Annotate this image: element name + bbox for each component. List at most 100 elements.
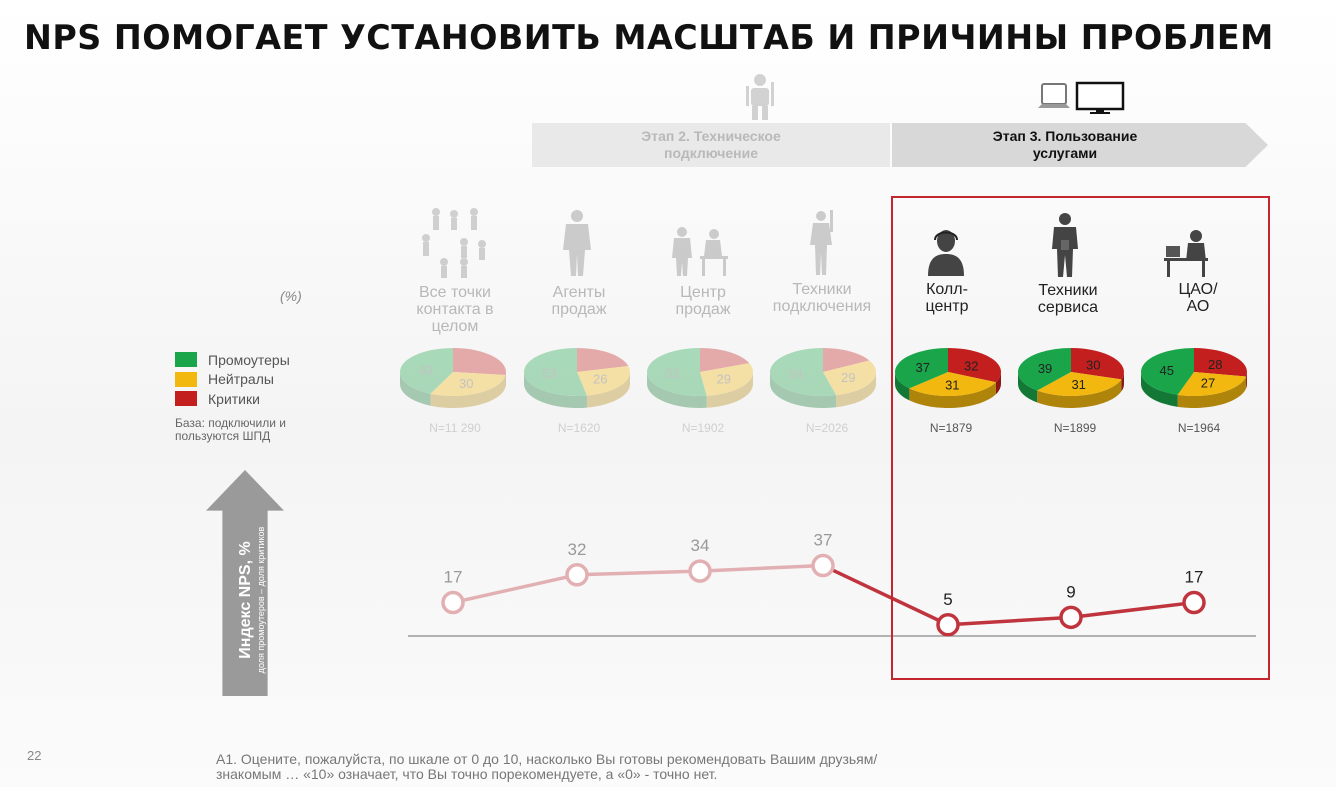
pie-slice-promoters xyxy=(400,348,453,394)
pie-chart: 29 52 xyxy=(647,348,753,408)
nps-line-segment xyxy=(452,573,578,605)
sample-size-all: N=11 290 xyxy=(429,421,481,435)
call-center-operator-icon xyxy=(928,230,964,276)
service-technician-icon xyxy=(1052,213,1078,277)
pie-label-neutrals: 26 xyxy=(593,372,607,387)
pie-slice-neutrals xyxy=(1177,372,1247,397)
pie-slice-neutrals xyxy=(823,360,877,396)
nps-value-label: 17 xyxy=(1185,568,1204,587)
technician-tools-icon xyxy=(746,74,774,120)
pie-chart: 26 53 xyxy=(524,348,630,409)
stage-2-banner: Этап 2. Техническое подключение xyxy=(532,123,890,167)
legend-item-neutrals: Нейтралы xyxy=(175,370,290,390)
nps-line-segment xyxy=(947,615,1072,627)
nps-line-segment xyxy=(576,569,701,577)
pie-slice-promoters xyxy=(524,348,587,396)
pie-side-critics xyxy=(1121,372,1124,392)
pie-slice-promoters xyxy=(647,348,707,396)
legend-swatch-critics xyxy=(175,391,197,407)
nps-value-label: 5 xyxy=(943,590,952,609)
nps-point xyxy=(936,613,960,637)
legend-item-critics: Критики xyxy=(175,389,290,409)
category-label-call-center: Колл- центр xyxy=(925,281,969,315)
footer-question: А1. Оцените, пожалуйста, по шкале от 0 д… xyxy=(216,751,878,782)
pie-label-neutrals: 29 xyxy=(841,370,855,385)
install-technician-icon xyxy=(810,210,833,275)
nps-point xyxy=(1182,590,1206,615)
pie-label-promoters: 37 xyxy=(915,360,929,375)
nps-line-segment xyxy=(1070,600,1195,620)
category-label-cao-ao: ЦАО/ АО xyxy=(1178,281,1218,315)
pie-slice-promoters xyxy=(770,348,837,396)
pie-label-promoters: 39 xyxy=(1038,361,1052,376)
pie-slice-neutrals xyxy=(577,366,630,396)
pie-label-promoters: 53 xyxy=(542,366,556,381)
legend-swatch-promoters xyxy=(175,352,197,368)
people-group-icon xyxy=(422,208,486,278)
nps-point xyxy=(811,553,835,578)
category-label-all: Все точки контакта в целом xyxy=(416,284,494,335)
pie-side-promoters xyxy=(1141,372,1178,407)
legend: Промоутеры Нейтралы Критики xyxy=(175,350,290,409)
nps-point xyxy=(565,563,589,587)
pie-slice-critics xyxy=(948,348,1001,383)
pie-label-critics: 28 xyxy=(1208,357,1222,372)
category-label-agents: Агенты продаж xyxy=(551,284,607,318)
percent-note: (%) xyxy=(280,288,302,304)
nps-value-label: 34 xyxy=(691,536,710,555)
sample-size-agents: N=1620 xyxy=(557,421,601,435)
pie-label-neutrals: 27 xyxy=(1201,376,1215,391)
nps-line-segment xyxy=(822,563,949,627)
pie-side-neutrals xyxy=(1037,379,1122,408)
pie-side-neutrals xyxy=(1177,376,1247,408)
nps-value-label: 32 xyxy=(568,540,587,559)
pie-label-promoters: 45 xyxy=(1160,363,1174,378)
pie-side-neutrals xyxy=(836,372,876,408)
sample-size-sales-center: N=1902 xyxy=(681,421,725,435)
pie-side-promoters xyxy=(770,372,837,409)
highlight-box xyxy=(891,196,1270,680)
pie-slice-critics xyxy=(823,348,870,372)
pie-slice-critics xyxy=(1194,348,1247,377)
pie-slice-neutrals xyxy=(909,372,996,396)
stage-2-label: Этап 2. Техническое подключение xyxy=(641,128,781,161)
legend-label-neutrals: Нейтралы xyxy=(208,371,274,388)
sales-agent-icon xyxy=(563,210,591,276)
pie-side-critics xyxy=(1246,372,1247,389)
sales-office-icon xyxy=(672,227,728,276)
legend-item-promoters: Промоутеры xyxy=(175,350,290,370)
pie-slice-critics xyxy=(453,348,507,376)
nps-value-label: 37 xyxy=(814,531,833,550)
sample-size-service-techs: N=1899 xyxy=(1053,421,1097,435)
pie-label-neutrals: 29 xyxy=(716,371,730,386)
stage-3-label: Этап 3. Пользование услугами xyxy=(992,128,1138,161)
legend-label-promoters: Промоутеры xyxy=(208,351,290,368)
pie-label-promoters: 54 xyxy=(788,367,802,382)
nps-point xyxy=(441,590,465,615)
nps-line-segment xyxy=(699,563,824,573)
nps-point xyxy=(1059,605,1083,630)
pie-side-promoters xyxy=(400,372,431,406)
pie-chart: 29 54 xyxy=(770,348,877,409)
category-label-sales-center: Центр продаж xyxy=(675,284,731,318)
pie-chart: 28 27 45 xyxy=(1140,348,1247,408)
pie-slice-critics xyxy=(1071,348,1124,380)
pie-slice-promoters xyxy=(894,348,948,389)
pie-side-promoters xyxy=(1018,372,1038,403)
laptop-monitor-icon xyxy=(1038,81,1125,114)
pie-side-promoters xyxy=(524,372,587,409)
legend-swatch-neutrals xyxy=(175,371,197,387)
pie-slice-neutrals xyxy=(700,363,753,396)
pie-chart: 30 43 xyxy=(400,348,507,408)
pie-side-promoters xyxy=(895,372,910,401)
pie-label-promoters: 43 xyxy=(419,362,433,377)
pie-chart: 32 31 37 xyxy=(894,348,1002,409)
pie-label-critics: 32 xyxy=(964,358,978,373)
pie-label-neutrals: 30 xyxy=(459,376,473,391)
pie-slice-neutrals xyxy=(1037,372,1122,396)
pie-label-promoters: 52 xyxy=(665,366,679,381)
pie-label-critics: 30 xyxy=(1086,358,1100,373)
